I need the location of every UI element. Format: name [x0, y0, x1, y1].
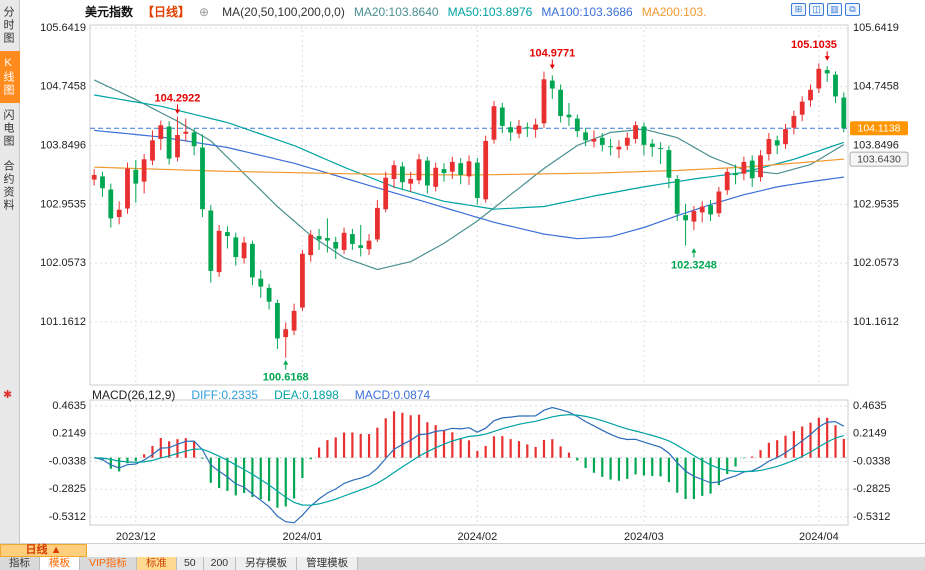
svg-text:-0.2825: -0.2825	[49, 483, 86, 495]
cascade-windows-icon[interactable]: ⧉	[845, 3, 860, 16]
svg-text:-0.0338: -0.0338	[853, 455, 890, 467]
svg-text:101.1612: 101.1612	[40, 316, 86, 328]
svg-text:102.3248: 102.3248	[671, 259, 717, 271]
ma50-value: MA50:103.8976	[447, 4, 533, 19]
svg-text:2024/03: 2024/03	[624, 531, 664, 543]
ma200-value: MA200:103.	[641, 4, 707, 19]
ma-summary: MA(20,50,100,200,0,0)	[222, 4, 345, 19]
instrument-title: 美元指数	[85, 5, 134, 19]
tab-indicator[interactable]: 指标	[0, 557, 40, 570]
svg-text:2024/02: 2024/02	[457, 531, 497, 543]
macd-diff-value: DIFF:0.2335	[191, 388, 259, 402]
period-label: 【日线】	[142, 5, 191, 19]
split-vertical-icon[interactable]: ◫	[809, 3, 824, 16]
svg-text:104.7458: 104.7458	[40, 81, 86, 93]
rows-layout-icon[interactable]: ▥	[827, 3, 842, 16]
svg-text:100.6168: 100.6168	[263, 372, 309, 384]
chart-header: 美元指数 【日线】 ⊕ MA(20,50,100,200,0,0) MA20:103…	[85, 3, 706, 20]
svg-text:0.4635: 0.4635	[853, 400, 887, 412]
left-sidebar: 分时图 K线图 闪电图 合约资料 ✱	[0, 0, 20, 543]
svg-text:104.7458: 104.7458	[853, 81, 899, 93]
macd-macd-value: MACD:0.0874	[354, 388, 431, 402]
tab-template[interactable]: 模板	[40, 557, 80, 570]
svg-text:104.9771: 104.9771	[529, 47, 575, 59]
ma20-value: MA20:103.8640	[353, 4, 439, 19]
svg-text:0.2149: 0.2149	[52, 428, 86, 440]
tab-50[interactable]: 50	[176, 557, 204, 570]
svg-text:104.1138: 104.1138	[857, 122, 900, 134]
sidebar-tab-flash-chart[interactable]: 闪电图	[2, 109, 14, 148]
svg-text:103.8496: 103.8496	[853, 139, 899, 151]
grid-layout-icon[interactable]: ⊞	[791, 3, 806, 16]
svg-text:-0.0338: -0.0338	[49, 455, 86, 467]
window-layout-icons: ⊞ ◫ ▥ ⧉	[791, 3, 860, 16]
macd-dea-value: DEA:0.1898	[274, 388, 339, 402]
svg-text:105.1035: 105.1035	[791, 39, 837, 51]
tab-standard[interactable]: 标准	[136, 557, 177, 570]
sidebar-tab-contract-info[interactable]: 合约资料	[2, 160, 14, 212]
svg-text:2024/04: 2024/04	[799, 531, 839, 543]
svg-text:105.6419: 105.6419	[40, 22, 86, 34]
svg-text:103.8496: 103.8496	[40, 139, 86, 151]
period-row: 日线 ▲	[0, 543, 925, 557]
svg-text:102.0573: 102.0573	[853, 257, 899, 269]
svg-text:102.0573: 102.0573	[40, 257, 86, 269]
svg-text:2024/01: 2024/01	[283, 531, 323, 543]
period-selector-label: 日线	[25, 544, 48, 556]
svg-text:102.9535: 102.9535	[40, 198, 86, 210]
indicator-settings-icon[interactable]: ✱	[3, 389, 13, 401]
svg-text:0.2149: 0.2149	[853, 428, 887, 440]
candlestick-chart[interactable]: 105.6419 105.6419 104.7458 104.7458 103.8496…	[0, 0, 925, 543]
sidebar-tab-kline[interactable]: K线图	[0, 51, 20, 103]
tab-200[interactable]: 200	[203, 557, 237, 570]
svg-text:101.1612: 101.1612	[853, 316, 899, 328]
svg-text:2023/12: 2023/12	[116, 531, 156, 543]
svg-text:105.6419: 105.6419	[853, 22, 899, 34]
svg-text:102.9535: 102.9535	[853, 198, 899, 210]
tab-manage-template[interactable]: 管理模板	[297, 557, 359, 570]
add-indicator-icon[interactable]: ⊕	[199, 4, 210, 19]
macd-header: MACD(26,12,9) DIFF:0.2335 DEA:0.1898 MAC…	[92, 388, 430, 402]
svg-text:-0.2825: -0.2825	[853, 483, 890, 495]
svg-text:-0.5312: -0.5312	[853, 511, 890, 523]
bottom-tabbar: 指标 模板 VIP指标 标准 50 200 另存模板 管理模板	[0, 557, 925, 570]
tab-save-template[interactable]: 另存模板	[236, 557, 298, 570]
ma100-value: MA100:103.3686	[541, 4, 633, 19]
svg-text:103.6430: 103.6430	[857, 153, 901, 165]
svg-text:-0.5312: -0.5312	[49, 511, 86, 523]
macd-label: MACD(26,12,9)	[92, 388, 176, 402]
period-selector[interactable]: 日线 ▲	[0, 544, 87, 557]
svg-text:104.2922: 104.2922	[155, 92, 201, 104]
tab-vip-indicator[interactable]: VIP指标	[80, 557, 137, 570]
sidebar-tab-intraday[interactable]: 分时图	[2, 6, 14, 45]
svg-text:0.4635: 0.4635	[52, 400, 86, 412]
triangle-up-icon: ▲	[50, 544, 62, 556]
